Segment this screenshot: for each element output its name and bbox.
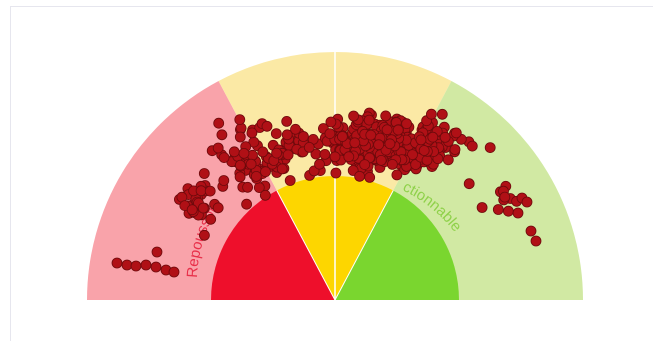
scatter-point	[463, 178, 475, 190]
scatter-point	[204, 185, 216, 197]
scatter-point	[325, 116, 337, 128]
scatter-point	[234, 171, 246, 183]
scatter-point	[261, 120, 273, 132]
scatter-point	[343, 151, 355, 163]
scatter-point	[198, 229, 210, 241]
scatter-point	[281, 129, 293, 141]
scatter-point	[241, 198, 253, 210]
scatter-point	[425, 108, 437, 120]
scatter-point	[324, 128, 336, 140]
scatter-point	[365, 129, 377, 141]
scatter-point	[271, 147, 283, 159]
scatter-point	[260, 166, 271, 178]
scatter-point	[130, 260, 142, 272]
scatter-point	[386, 158, 398, 170]
scatter-point	[392, 124, 404, 136]
scatter-point	[168, 266, 180, 278]
scatter-point	[198, 168, 210, 179]
scatter-point	[466, 140, 478, 152]
scatter-point	[381, 124, 393, 136]
scatter-point	[151, 246, 163, 258]
scatter-point	[212, 202, 224, 214]
scatter-point	[364, 171, 376, 183]
scatter-point	[297, 131, 309, 142]
scatter-point	[234, 131, 246, 143]
scatter-point	[250, 170, 262, 182]
scatter-point	[499, 191, 511, 203]
scatter-point	[415, 134, 427, 146]
scatter-point	[140, 259, 152, 271]
scatter-points	[111, 107, 542, 278]
scatter-point	[330, 167, 342, 179]
scatter-point	[303, 141, 315, 153]
scatter-point	[186, 204, 198, 216]
scatter-point	[363, 114, 375, 126]
scatter-point	[410, 159, 422, 170]
scatter-point	[246, 127, 258, 139]
scatter-point	[276, 163, 288, 175]
scatter-point	[319, 148, 331, 160]
inner-divider-1	[334, 190, 394, 301]
scatter-point	[329, 151, 341, 163]
scatter-point	[380, 110, 392, 122]
scatter-point	[530, 235, 542, 247]
scatter-point	[282, 149, 294, 161]
scatter-point	[359, 159, 371, 171]
scatter-point	[245, 158, 257, 170]
scatter-point	[238, 147, 250, 159]
scatter-point	[492, 204, 504, 215]
scatter-point	[242, 181, 254, 193]
scatter-point	[418, 145, 430, 156]
scatter-point	[205, 213, 217, 225]
scatter-point	[373, 139, 385, 151]
scatter-point	[234, 159, 246, 171]
scatter-point	[284, 175, 296, 186]
scatter-point	[213, 117, 225, 129]
scatter-point	[150, 261, 162, 273]
scatter-point	[234, 114, 246, 125]
scatter-point	[281, 116, 293, 127]
scatter-point	[197, 202, 209, 214]
scatter-point	[375, 154, 387, 166]
scatter-point	[348, 110, 360, 122]
scatter-point	[521, 196, 533, 208]
scatter-point	[384, 138, 396, 150]
scatter-point	[216, 129, 228, 141]
scatter-point	[218, 152, 230, 164]
scatter-point	[391, 169, 403, 181]
scatter-point	[290, 123, 301, 135]
inner-zone-repoussoir	[211, 190, 335, 300]
scatter-point	[270, 128, 282, 140]
scatter-point	[257, 146, 269, 158]
scatter-point	[449, 144, 461, 155]
scatter-point	[259, 189, 271, 201]
inner-divider-0	[276, 190, 336, 301]
scatter-point	[525, 225, 537, 237]
scatter-point	[195, 185, 207, 197]
scatter-point	[427, 131, 439, 143]
scatter-point	[512, 207, 524, 219]
scatter-point	[121, 259, 133, 271]
scatter-point	[436, 108, 448, 120]
scatter-point	[354, 170, 366, 182]
scatter-point	[212, 142, 224, 154]
scatter-point	[218, 175, 230, 186]
scatter-point	[401, 118, 413, 130]
scatter-point	[314, 158, 325, 170]
scatter-point	[228, 146, 240, 158]
scatter-point	[439, 131, 451, 143]
scatter-point	[442, 154, 454, 166]
scatter-point	[349, 137, 361, 149]
scatter-point	[476, 202, 488, 213]
scatter-point	[111, 257, 123, 269]
chart-frame	[10, 6, 653, 341]
scatter-point	[484, 142, 496, 154]
scatter-point	[421, 154, 433, 166]
scatter-point	[450, 127, 462, 139]
scatter-point	[336, 131, 348, 142]
scatter-point	[407, 149, 418, 161]
inner-zone-actionnable	[335, 190, 459, 300]
scatter-point	[502, 205, 514, 217]
